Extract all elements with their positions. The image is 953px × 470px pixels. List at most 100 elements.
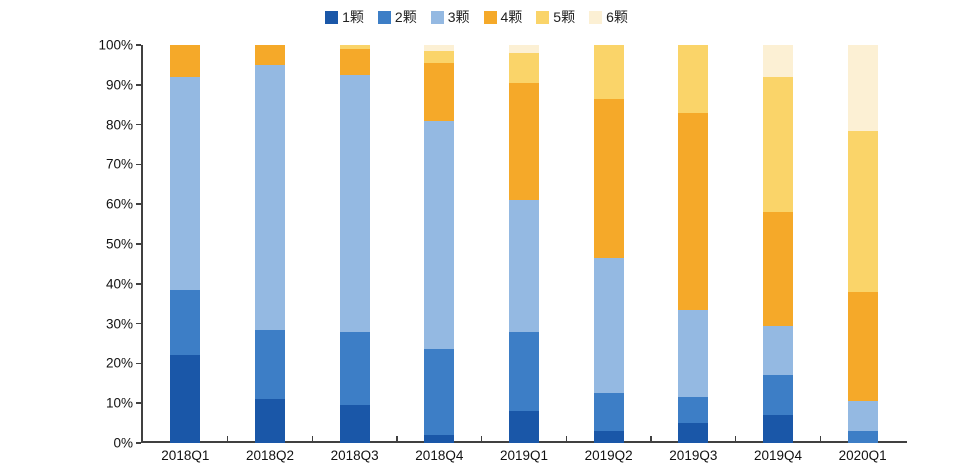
segment-2018Q2-3颗 bbox=[255, 64, 285, 330]
x-axis-label: 2019Q1 bbox=[499, 448, 549, 463]
bar-2018Q4 bbox=[424, 45, 455, 443]
y-axis-tick bbox=[136, 123, 141, 126]
segment-2019Q3-1颗 bbox=[678, 423, 709, 443]
legend-label: 3颗 bbox=[447, 9, 470, 25]
x-axis-label: 2018Q1 bbox=[161, 448, 210, 463]
segment-2019Q3-2颗 bbox=[678, 397, 709, 424]
x-axis-tick bbox=[396, 436, 398, 441]
legend-item-3: 3颗 bbox=[430, 7, 470, 27]
segment-2018Q4-2颗 bbox=[424, 349, 455, 436]
legend-item-6: 6颗 bbox=[589, 7, 628, 27]
segment-2018Q3-2颗 bbox=[339, 331, 370, 406]
bar-2019Q2 bbox=[593, 45, 624, 443]
x-axis-label: 2018Q3 bbox=[330, 448, 379, 463]
segment-2018Q4-3颗 bbox=[424, 120, 455, 350]
legend-item-1: 1颗 bbox=[325, 7, 364, 27]
segment-2019Q1-1颗 bbox=[509, 411, 539, 443]
legend-item-5: 5颗 bbox=[536, 7, 575, 27]
segment-2019Q4-6颗 bbox=[763, 45, 793, 77]
plot-area bbox=[143, 45, 905, 443]
legend-swatch bbox=[325, 10, 339, 24]
segment-2018Q3-5颗 bbox=[339, 45, 370, 50]
segment-2018Q4-1颗 bbox=[424, 435, 455, 443]
x-axis-tick bbox=[565, 436, 568, 441]
y-axis-label: 70% bbox=[105, 156, 133, 172]
x-axis-tick bbox=[480, 436, 483, 441]
bar-2019Q1 bbox=[509, 45, 539, 443]
x-axis-label: 2018Q2 bbox=[245, 448, 295, 463]
chart-legend: 1颗 2颗 3颗 4颗 5颗 6颗 bbox=[0, 7, 953, 27]
legend-swatch bbox=[430, 10, 444, 24]
segment-2018Q2-1颗 bbox=[255, 399, 285, 443]
y-axis-tick bbox=[136, 283, 141, 285]
y-axis-tick bbox=[136, 84, 141, 86]
segment-2020Q1-6颗 bbox=[847, 45, 878, 131]
segment-2018Q3-3颗 bbox=[339, 74, 370, 332]
y-axis-line bbox=[141, 45, 143, 443]
segment-2020Q1-3颗 bbox=[847, 401, 878, 432]
y-axis-tick bbox=[136, 203, 141, 205]
bar-2018Q1 bbox=[170, 45, 201, 443]
segment-2018Q3-1颗 bbox=[339, 405, 370, 443]
segment-2019Q2-3颗 bbox=[593, 257, 624, 394]
segment-2019Q4-2颗 bbox=[763, 375, 793, 416]
x-axis-tick bbox=[650, 436, 652, 441]
segment-2019Q1-3颗 bbox=[509, 200, 539, 332]
segment-2018Q4-5颗 bbox=[424, 51, 455, 63]
segment-2019Q1-2颗 bbox=[509, 331, 539, 412]
legend-label: 2颗 bbox=[394, 9, 417, 25]
legend-swatch bbox=[589, 10, 603, 24]
segment-2018Q1-3颗 bbox=[170, 76, 201, 290]
y-axis-label: 30% bbox=[105, 316, 133, 332]
segment-2018Q2-2颗 bbox=[255, 329, 285, 400]
y-axis-label: 10% bbox=[105, 395, 133, 411]
segment-2019Q2-1颗 bbox=[593, 431, 624, 443]
legend-label: 4颗 bbox=[500, 9, 523, 25]
y-axis-label: 0% bbox=[113, 435, 133, 451]
segment-2019Q3-3颗 bbox=[678, 309, 709, 398]
x-axis-tick bbox=[226, 436, 229, 441]
y-axis-tick bbox=[136, 322, 141, 325]
segment-2019Q4-4颗 bbox=[763, 212, 793, 326]
y-axis-tick bbox=[136, 243, 141, 245]
x-axis-label: 2019Q3 bbox=[669, 448, 718, 463]
segment-2020Q1-5颗 bbox=[847, 130, 878, 292]
x-axis-tick bbox=[734, 436, 737, 441]
y-axis-label: 90% bbox=[105, 77, 133, 93]
bar-2020Q1 bbox=[847, 45, 878, 443]
y-axis-label: 20% bbox=[105, 355, 133, 371]
legend-label: 5颗 bbox=[553, 9, 576, 25]
y-axis-tick bbox=[136, 163, 141, 166]
legend-swatch bbox=[483, 10, 497, 24]
legend-swatch bbox=[536, 10, 550, 24]
y-axis-tick bbox=[136, 362, 141, 365]
segment-2020Q1-4颗 bbox=[847, 291, 878, 402]
y-axis-label: 40% bbox=[105, 276, 133, 292]
segment-2018Q1-2颗 bbox=[170, 289, 201, 356]
x-axis-label: 2018Q4 bbox=[415, 448, 464, 463]
legend-item-4: 4颗 bbox=[483, 7, 523, 27]
segment-2018Q1-4颗 bbox=[170, 45, 201, 77]
y-axis-label: 100% bbox=[98, 37, 133, 53]
x-axis-tick bbox=[819, 436, 822, 441]
segment-2019Q4-3颗 bbox=[763, 325, 793, 376]
legend-item-2: 2颗 bbox=[377, 7, 417, 27]
x-axis-label: 2019Q4 bbox=[753, 448, 803, 463]
y-axis-tick bbox=[136, 402, 141, 404]
y-axis-label: 80% bbox=[105, 117, 133, 133]
segment-2019Q1-4颗 bbox=[509, 82, 539, 201]
segment-2019Q1-6颗 bbox=[509, 45, 539, 53]
x-axis-label: 2019Q2 bbox=[584, 448, 633, 463]
segment-2019Q2-4颗 bbox=[593, 98, 624, 258]
segment-2019Q4-1颗 bbox=[763, 415, 793, 443]
segment-2018Q4-6颗 bbox=[424, 45, 455, 51]
y-axis-label: 50% bbox=[105, 236, 133, 252]
bar-2018Q2 bbox=[255, 45, 285, 443]
legend-label: 6颗 bbox=[606, 9, 628, 25]
segment-2019Q1-5颗 bbox=[509, 53, 539, 83]
segment-2018Q1-1颗 bbox=[170, 355, 201, 443]
segment-2019Q2-5颗 bbox=[593, 45, 624, 99]
y-axis-label: 60% bbox=[105, 196, 133, 212]
legend-label: 1颗 bbox=[342, 9, 364, 25]
segment-2018Q4-4颗 bbox=[424, 62, 455, 121]
